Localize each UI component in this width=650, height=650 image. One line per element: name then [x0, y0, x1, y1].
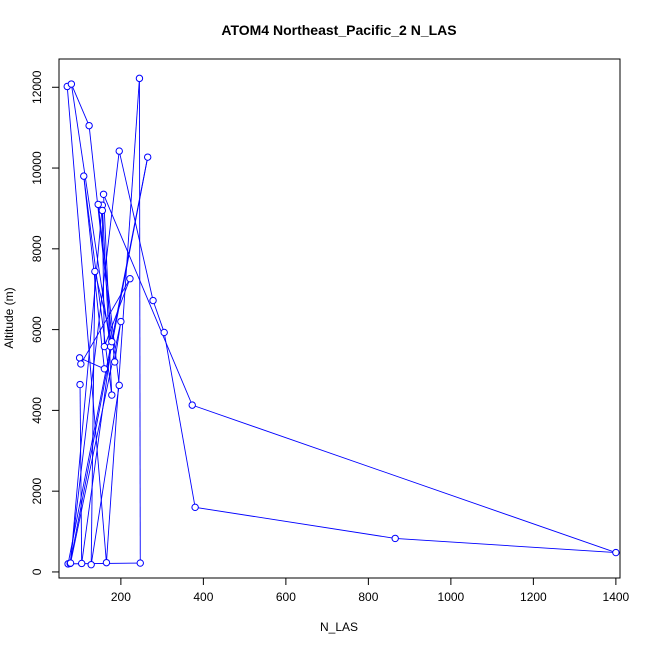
series-line-segment [152, 300, 165, 333]
data-point [80, 172, 88, 180]
data-point [110, 358, 119, 366]
data-point [67, 80, 76, 88]
data-point [77, 559, 86, 568]
data-point [191, 503, 199, 512]
y-tick-label: 12000 [30, 70, 44, 104]
x-tick-label: 400 [193, 590, 213, 604]
y-tick-label: 0 [30, 568, 44, 575]
data-point [66, 559, 75, 567]
series-line-segment [69, 151, 120, 564]
x-tick-label: 1000 [438, 590, 465, 604]
data-points [63, 74, 620, 569]
x-tick-label: 1200 [520, 590, 547, 604]
y-tick-label: 6000 [30, 316, 44, 343]
series-line-segment [90, 271, 96, 565]
data-point [102, 558, 111, 567]
data-point [143, 153, 152, 161]
data-point [391, 534, 399, 543]
data-point [160, 328, 168, 337]
data-point [99, 190, 108, 199]
y-tick-label: 4000 [30, 397, 44, 424]
data-point [136, 559, 144, 567]
series-line-segment [79, 384, 83, 564]
series-line-segment [195, 506, 396, 539]
series-line-segment [83, 176, 113, 396]
data-point [76, 380, 84, 389]
data-point [126, 275, 134, 283]
data-point [87, 560, 95, 569]
x-tick-label: 1400 [603, 590, 630, 604]
x-axis: 200 400 600 800 1000 1200 1400 [111, 577, 630, 604]
plot-frame [58, 58, 621, 579]
data-point [115, 147, 123, 155]
series-line-segment [66, 86, 107, 563]
series-line-segment [88, 125, 116, 362]
series-line-segment [103, 194, 112, 347]
series-line-segment [97, 204, 120, 386]
x-tick-label: 200 [111, 590, 131, 604]
data-point [98, 206, 107, 215]
series-line-segment [70, 205, 103, 564]
data-point [100, 365, 109, 373]
series-line-segment [101, 205, 113, 396]
data-point [77, 360, 85, 368]
y-axis-label: Altitude (m) [2, 287, 16, 348]
series-lines [66, 78, 617, 565]
x-tick-label: 800 [358, 590, 378, 604]
data-point [108, 338, 116, 346]
data-point [115, 381, 123, 390]
y-tick-label: 10000 [30, 151, 44, 185]
y-tick-label: 2000 [30, 477, 44, 504]
series-line-segment [81, 341, 113, 564]
data-point [91, 267, 99, 276]
data-point [85, 121, 93, 130]
y-tick-label: 8000 [30, 235, 44, 262]
series-line-segment [80, 278, 131, 365]
data-point [108, 391, 116, 399]
data-point [135, 74, 144, 83]
data-point [100, 342, 109, 351]
data-point [94, 200, 102, 209]
y-axis: 0 2000 4000 6000 8000 10000 12000 [30, 70, 60, 575]
series-line-segment [395, 537, 616, 554]
series-line-segment [70, 83, 90, 126]
data-point [612, 548, 620, 557]
series-line-segment [103, 194, 193, 406]
series-line-segment [118, 150, 154, 301]
data-point [188, 401, 196, 409]
series-line-segment [94, 271, 113, 342]
series-line-segment [163, 332, 196, 508]
series-line-segment [138, 78, 141, 564]
series-line-segment [90, 385, 120, 565]
x-tick-label: 600 [276, 590, 296, 604]
data-point [117, 317, 125, 326]
series-line-segment [101, 210, 105, 347]
chart-title: ATOM4 Northeast_Pacific_2 N_LAS [221, 22, 456, 38]
series-line-segment [103, 278, 131, 347]
x-axis-label: N_LAS [320, 620, 358, 634]
data-point [75, 354, 84, 362]
series-line-segment [192, 404, 617, 553]
data-point [149, 296, 157, 305]
